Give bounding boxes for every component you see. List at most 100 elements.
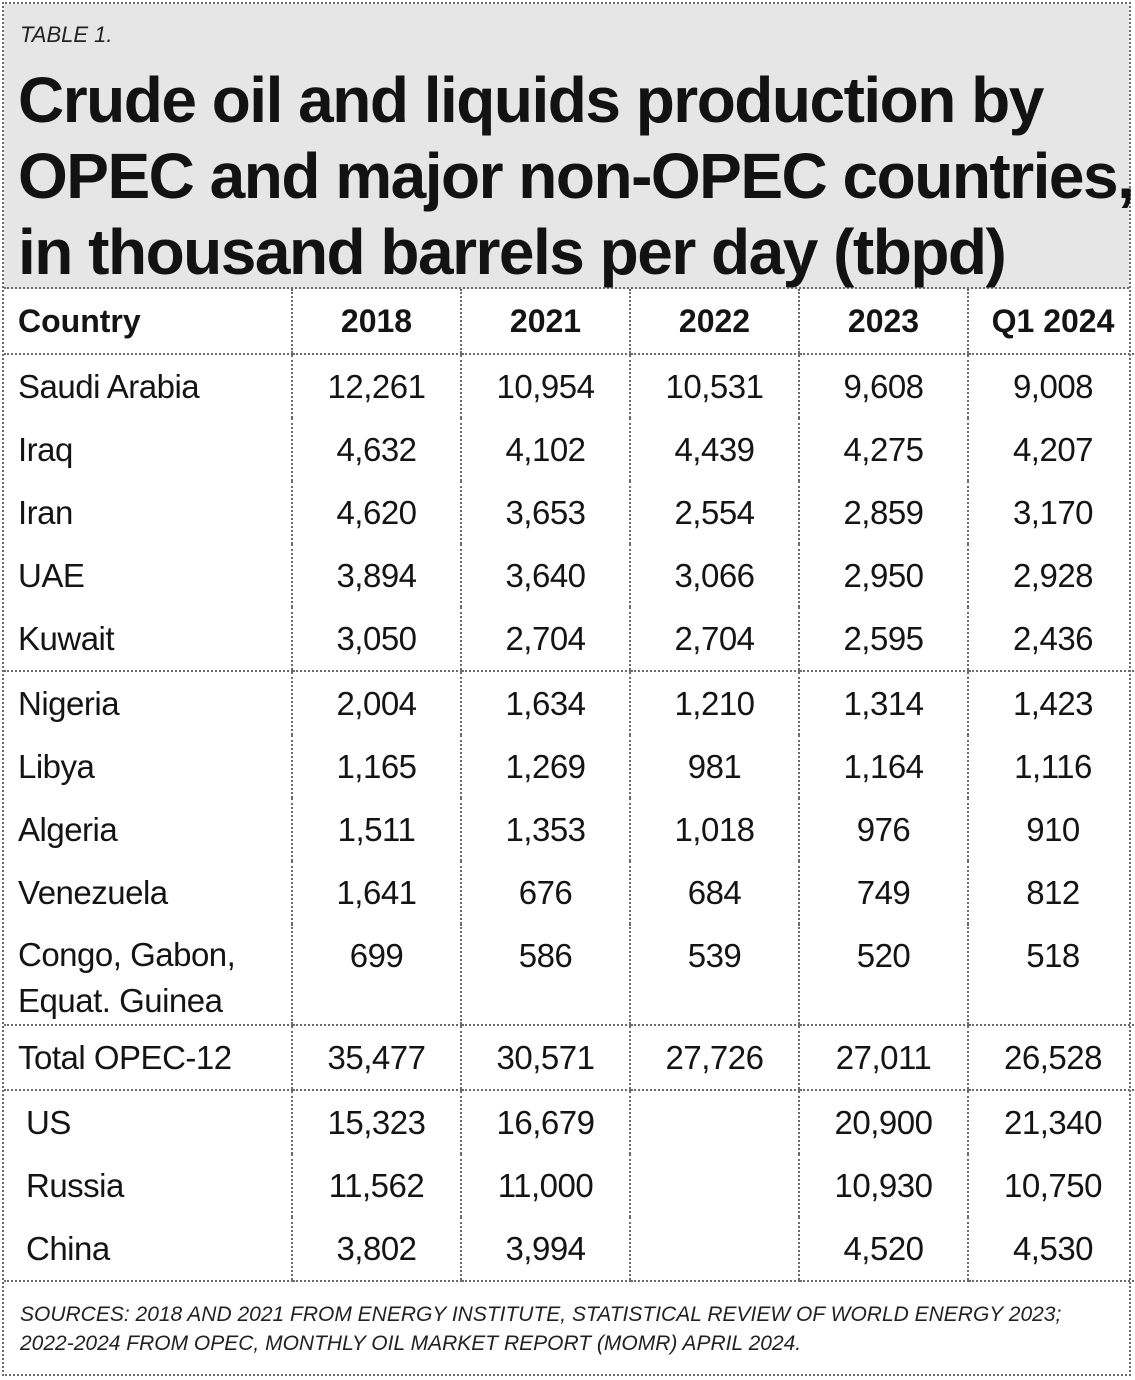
value-cell: 30,571 [460,1025,630,1091]
value-cell: 35,477 [291,1025,461,1091]
value-cell: 586 [460,924,630,1026]
value-cell: 539 [629,924,799,1026]
value-cell: 1,423 [967,671,1135,735]
table-row: Iran 4,620 3,653 2,554 2,859 3,170 [4,481,1135,544]
value-cell: 21,340 [967,1090,1135,1154]
value-cell: 27,011 [798,1025,968,1091]
value-cell: 2,004 [291,671,461,735]
value-cell: 2,704 [460,607,630,672]
value-cell: 3,894 [291,544,461,607]
value-cell: 4,530 [967,1217,1135,1282]
value-cell: 16,679 [460,1090,630,1154]
production-table: Country 2018 2021 2022 2023 Q1 2024 Saud… [4,289,1135,1282]
value-cell: 10,750 [967,1154,1135,1217]
value-cell: 4,520 [798,1217,968,1282]
value-cell: 2,928 [967,544,1135,607]
table-title: Crude oil and liquids production by OPEC… [18,62,1135,290]
country-cell: Total OPEC-12 [4,1025,292,1091]
value-cell: 9,608 [798,354,968,418]
value-cell: 3,994 [460,1217,630,1282]
country-cell: Saudi Arabia [18,368,200,405]
table-row: Russia 11,562 11,000 10,930 10,750 [4,1154,1135,1217]
value-cell: 11,000 [460,1154,630,1217]
value-cell: 676 [460,861,630,924]
table-row: US 15,323 16,679 20,900 21,340 [4,1090,1135,1154]
value-cell: 1,314 [798,671,968,735]
value-cell [629,1217,799,1282]
country-cell: Congo, Gabon, Equat. Guinea [4,924,292,1026]
value-cell: 910 [967,798,1135,861]
value-cell: 3,653 [460,481,630,544]
table-header-block: TABLE 1. Crude oil and liquids productio… [4,4,1135,290]
value-cell: 4,275 [798,418,968,481]
value-cell: 11,562 [291,1154,461,1217]
value-cell: 684 [629,861,799,924]
country-cell: US [26,1104,71,1141]
value-cell: 10,531 [629,354,799,418]
value-cell: 10,930 [798,1154,968,1217]
value-cell: 749 [798,861,968,924]
country-cell: China [4,1217,292,1282]
table-label: TABLE 1. [20,22,113,47]
country-cell: Iraq [18,431,73,468]
value-cell: 3,170 [967,481,1135,544]
value-cell: 2,436 [967,607,1135,672]
value-cell: 812 [967,861,1135,924]
value-cell: 3,066 [629,544,799,607]
title-line: in thousand barrels per day (tbpd) [18,216,1007,288]
country-cell: Kuwait [4,607,292,672]
value-cell: 3,802 [291,1217,461,1282]
value-cell: 1,353 [460,798,630,861]
column-header-2022: 2022 [629,289,799,355]
table-row-total: Total OPEC-12 35,477 30,571 27,726 27,01… [4,1025,1135,1091]
value-cell: 2,950 [798,544,968,607]
header-row: Country 2018 2021 2022 2023 Q1 2024 [4,289,1135,355]
column-header-2021: 2021 [460,289,630,355]
value-cell: 9,008 [967,354,1135,418]
table-row: Kuwait 3,050 2,704 2,704 2,595 2,436 [4,607,1135,672]
value-cell: 1,269 [460,735,630,798]
sources-line: SOURCES: 2018 AND 2021 FROM ENERGY INSTI… [20,1303,1062,1326]
country-cell: Venezuela [18,874,168,911]
value-cell: 26,528 [967,1025,1135,1091]
value-cell: 1,634 [460,671,630,735]
country-cell: UAE [18,557,85,594]
table-row: Libya 1,165 1,269 981 1,164 1,116 [4,735,1135,798]
value-cell: 4,620 [291,481,461,544]
country-cell: Algeria [18,811,118,848]
value-cell: 15,323 [291,1090,461,1154]
title-line: Crude oil and liquids production by [18,64,1044,136]
value-cell: 520 [798,924,968,1026]
value-cell: 4,207 [967,418,1135,481]
value-cell: 3,640 [460,544,630,607]
country-cell-line: Congo, Gabon, [18,936,236,973]
table-row: Iraq 4,632 4,102 4,439 4,275 4,207 [4,418,1135,481]
value-cell: 4,102 [460,418,630,481]
sources-note: SOURCES: 2018 AND 2021 FROM ENERGY INSTI… [20,1300,1120,1358]
value-cell: 1,511 [291,798,461,861]
value-cell: 699 [291,924,461,1026]
value-cell: 10,954 [460,354,630,418]
value-cell: 1,165 [291,735,461,798]
value-cell: 12,261 [291,354,461,418]
sources-line: 2022-2024 FROM OPEC, MONTHLY OIL MARKET … [20,1332,802,1355]
table-row: Algeria 1,511 1,353 1,018 976 910 [4,798,1135,861]
table-row: China 3,802 3,994 4,520 4,530 [4,1217,1135,1282]
value-cell: 981 [629,735,799,798]
country-cell: Russia [26,1167,124,1204]
column-header-country: Country [4,289,292,355]
table-row: Venezuela 1,641 676 684 749 812 [4,861,1135,924]
value-cell: 2,554 [629,481,799,544]
country-cell: Nigeria [18,685,120,722]
value-cell: 20,900 [798,1090,968,1154]
table-row: Congo, Gabon, Equat. Guinea 699 586 539 … [4,924,1135,1026]
country-cell: Libya [18,748,95,785]
column-header-q1-2024: Q1 2024 [967,289,1135,355]
table-row: UAE 3,894 3,640 3,066 2,950 2,928 [4,544,1135,607]
value-cell: 1,210 [629,671,799,735]
value-cell: 2,859 [798,481,968,544]
country-cell: Iran [18,494,73,531]
table-row: Nigeria 2,004 1,634 1,210 1,314 1,423 [4,671,1135,735]
title-line: OPEC and major non-OPEC countries, [18,140,1135,212]
